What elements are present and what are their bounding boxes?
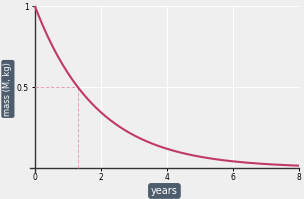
Y-axis label: mass (M, kg): mass (M, kg) [3, 62, 12, 116]
X-axis label: years: years [151, 186, 178, 196]
